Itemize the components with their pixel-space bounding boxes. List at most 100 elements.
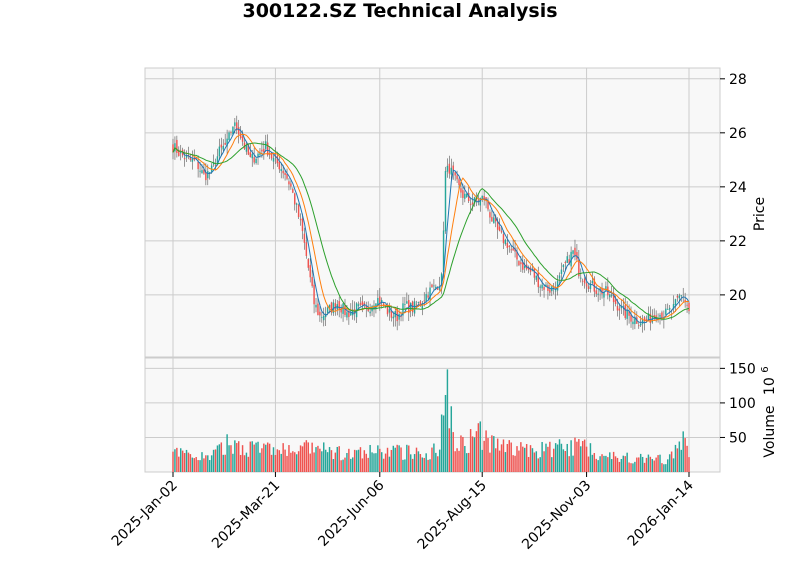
candle-body xyxy=(448,163,451,174)
candle-body xyxy=(518,261,520,266)
volume-bar xyxy=(545,443,547,472)
volume-bar xyxy=(338,446,340,472)
volume-bar xyxy=(195,457,197,472)
candle-body xyxy=(268,154,271,155)
volume-bar xyxy=(601,454,603,472)
volume-bar xyxy=(649,456,652,472)
candle-body xyxy=(597,293,599,295)
volume-bar xyxy=(390,449,393,472)
candle-body xyxy=(549,289,551,293)
volume-bar xyxy=(680,449,682,472)
volume-bar xyxy=(382,458,385,472)
volume-bar xyxy=(371,452,373,472)
price-tick-label: 22 xyxy=(729,234,747,250)
candle-body xyxy=(199,170,201,172)
candle-body xyxy=(587,286,590,289)
volume-bar xyxy=(678,441,681,472)
candle-body xyxy=(684,299,686,302)
candle-body xyxy=(601,287,603,295)
candle-body xyxy=(257,153,259,157)
volume-bar xyxy=(183,453,186,472)
candle-body xyxy=(616,305,619,311)
candle-body xyxy=(379,296,381,305)
candle-body xyxy=(580,277,582,279)
candle-body xyxy=(348,310,350,318)
candle-body xyxy=(491,217,493,222)
volume-bar xyxy=(668,454,671,472)
volume-bar xyxy=(647,454,650,472)
volume-bar xyxy=(469,429,472,472)
volume-bar xyxy=(593,453,596,472)
candle-body xyxy=(593,278,596,292)
candle-body xyxy=(510,249,512,251)
volume-bar xyxy=(301,446,304,472)
volume-bar xyxy=(187,452,190,472)
candle-body xyxy=(495,216,497,222)
candle-body xyxy=(346,312,348,318)
candle-body xyxy=(232,126,234,135)
candle-body xyxy=(466,193,468,197)
volume-bar xyxy=(440,414,443,472)
volume-bar xyxy=(520,442,522,472)
volume-bar xyxy=(253,444,255,472)
volume-bar xyxy=(249,441,252,472)
ma-short-line xyxy=(172,128,690,324)
candle-body xyxy=(556,280,559,291)
volume-bar xyxy=(313,452,315,472)
volume-bar xyxy=(201,452,203,472)
candle-body xyxy=(581,280,584,282)
candle-body xyxy=(421,303,424,309)
candle-body xyxy=(427,295,429,298)
candle-body xyxy=(350,312,352,316)
volume-bar xyxy=(409,454,412,472)
candle-body xyxy=(651,317,654,323)
candle-body xyxy=(400,316,402,318)
candle-body xyxy=(311,277,313,286)
candle-body xyxy=(367,307,369,312)
volume-bar xyxy=(346,453,348,472)
candle-body xyxy=(668,307,671,310)
volume-bar xyxy=(651,458,654,472)
price-tick-label: 24 xyxy=(729,180,747,196)
candle-body xyxy=(643,317,646,322)
volume-bar xyxy=(400,447,402,472)
volume-bar xyxy=(456,448,458,472)
volume-bar xyxy=(562,449,565,472)
candle-body xyxy=(359,303,362,305)
volume-bar xyxy=(639,453,642,472)
candle-body xyxy=(176,139,178,153)
ma-long-line xyxy=(172,142,690,320)
candle-body xyxy=(558,275,561,279)
candle-body xyxy=(659,314,661,317)
volume-bar xyxy=(458,450,460,472)
candle-body xyxy=(203,169,205,174)
volume-bar xyxy=(479,421,482,472)
candle-body xyxy=(647,313,650,321)
volume-bar xyxy=(663,464,665,472)
candle-body xyxy=(562,264,565,268)
volume-bar xyxy=(353,449,356,472)
candle-body xyxy=(255,158,257,163)
volume-bar xyxy=(427,459,429,472)
volume-bar xyxy=(292,451,294,472)
candle-body xyxy=(218,146,221,157)
volume-bar xyxy=(323,442,325,472)
candle-body xyxy=(547,285,549,291)
volume-bar xyxy=(355,450,358,472)
volume-bar xyxy=(172,451,174,472)
volume-bar xyxy=(216,445,219,472)
volume-bar xyxy=(286,455,288,472)
volume-bar xyxy=(330,450,333,472)
candle-body xyxy=(249,152,252,158)
candle-body xyxy=(265,141,267,149)
volume-bar xyxy=(259,452,261,472)
volume-bar xyxy=(199,460,201,472)
candle-body xyxy=(471,202,474,205)
volume-bar xyxy=(560,443,563,472)
candle-body xyxy=(352,309,354,316)
volume-bar xyxy=(324,449,327,472)
volume-bar xyxy=(597,460,599,472)
candle-body xyxy=(280,169,282,172)
volume-bar xyxy=(574,437,576,472)
volume-bar xyxy=(265,444,267,472)
